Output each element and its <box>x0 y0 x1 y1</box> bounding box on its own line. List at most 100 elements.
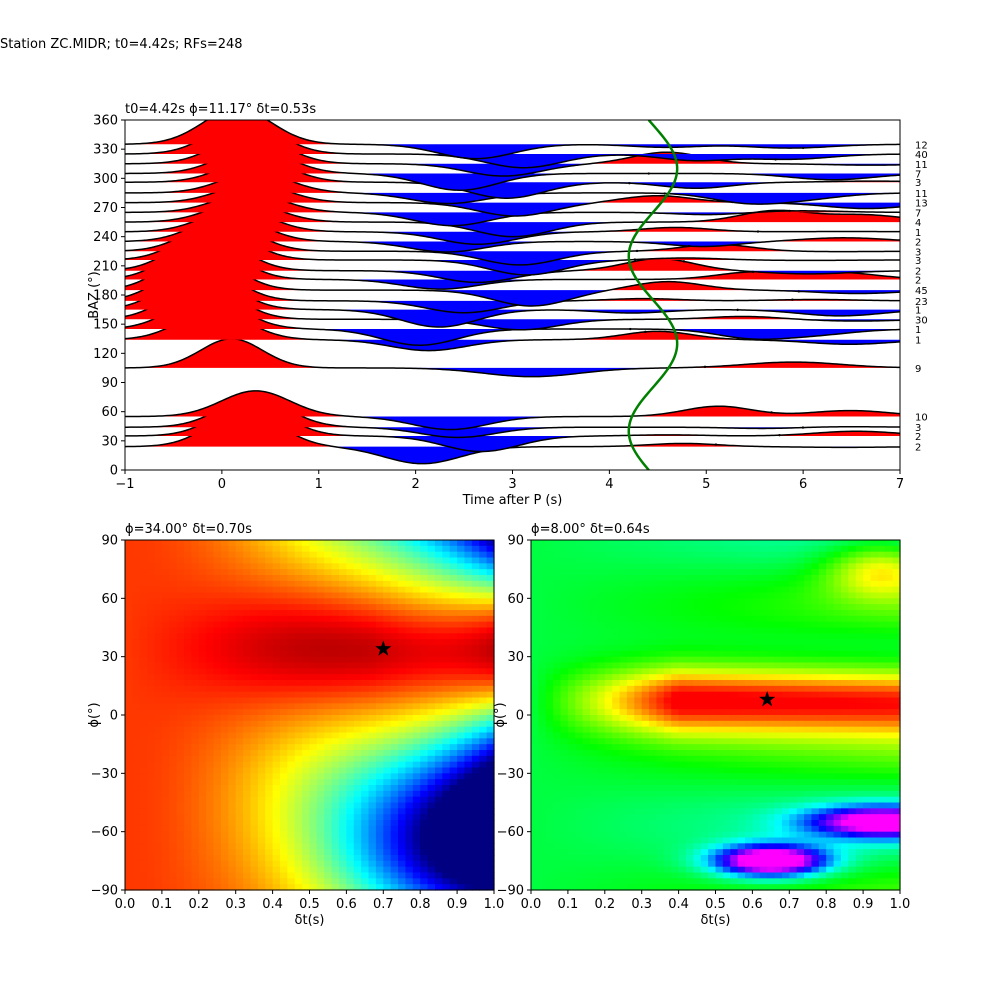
grid-left-cell <box>228 563 236 569</box>
grid-left-cell <box>221 546 229 552</box>
grid-left-cell <box>479 593 487 599</box>
grid-left-cell <box>125 581 133 587</box>
grid-right-cell <box>553 616 561 622</box>
grid-left-cell <box>295 744 303 750</box>
grid-left-cell <box>457 773 465 779</box>
grid-left-cell <box>214 668 222 674</box>
grid-left-cell <box>250 598 258 604</box>
grid-left-cell <box>464 703 472 709</box>
grid-left-cell <box>214 610 222 616</box>
grid-right-cell <box>583 581 591 587</box>
grid-right-cell <box>730 633 738 639</box>
grid-left-cell <box>162 668 170 674</box>
grid-right-cell <box>708 645 716 651</box>
grid-left-cell <box>140 820 148 826</box>
grid-left-cell <box>376 785 384 791</box>
grid-left-cell <box>442 785 450 791</box>
grid-left-cell <box>317 779 325 785</box>
grid-left-cell <box>265 756 273 762</box>
grid-left-cell <box>332 715 340 721</box>
grid-left-cell <box>295 639 303 645</box>
grid-right-cell <box>590 546 598 552</box>
grid-right-cell <box>679 855 687 861</box>
grid-left-cell <box>361 628 369 634</box>
grid-right-cell <box>649 873 657 879</box>
grid-right-cell <box>730 581 738 587</box>
grid-left-cell <box>265 733 273 739</box>
grid-left-cell <box>206 604 214 610</box>
grid-left-cell <box>125 797 133 803</box>
grid-left-cell <box>464 873 472 879</box>
grid-left-cell <box>132 657 140 663</box>
grid-right-cell <box>597 814 605 820</box>
grid-left-cell <box>324 692 332 698</box>
grid-left-cell <box>265 727 273 733</box>
grid-right-cell <box>701 680 709 686</box>
grid-right-cell <box>590 855 598 861</box>
grid-right-cell <box>575 733 583 739</box>
grid-right-cell <box>561 663 569 669</box>
grid-left-cell <box>199 610 207 616</box>
grid-left-cell <box>295 581 303 587</box>
grid-right-cell <box>738 546 746 552</box>
grid-left-cell <box>317 808 325 814</box>
grid-left-cell <box>354 779 362 785</box>
grid-left-cell <box>339 598 347 604</box>
grid-right-cell <box>546 773 554 779</box>
grid-left-cell <box>280 762 288 768</box>
grid-right-cell <box>642 838 650 844</box>
grid-left-cell <box>413 750 421 756</box>
grid-right-cell <box>701 692 709 698</box>
grid-left-cell <box>302 855 310 861</box>
grid-left-cell <box>354 855 362 861</box>
grid-right-cell <box>723 651 731 657</box>
grid-right-cell <box>605 733 613 739</box>
grid-left-cell <box>339 575 347 581</box>
grid-right-cell <box>656 855 664 861</box>
grid-right-cell <box>546 686 554 692</box>
grid-right-cell <box>693 616 701 622</box>
grid-right-cell <box>627 575 635 581</box>
grid-right-cell <box>701 843 709 849</box>
grid-right-cell <box>708 791 716 797</box>
grid-left-cell <box>339 878 347 884</box>
grid-right-cell <box>679 598 687 604</box>
grid-right-cell <box>590 867 598 873</box>
grid-left-cell <box>287 773 295 779</box>
grid-right-cell <box>612 750 620 756</box>
grid-left-cell <box>302 569 310 575</box>
grid-right-cell <box>679 727 687 733</box>
grid-left-cell <box>199 616 207 622</box>
grid-right-cell <box>701 814 709 820</box>
grid-left-cell <box>369 633 377 639</box>
grid-left-cell <box>177 878 185 884</box>
grid-right-cell <box>656 692 664 698</box>
grid-right-cell <box>612 814 620 820</box>
grid-left-xtick-label: 0.2 <box>188 897 209 912</box>
grid-left-cell <box>177 546 185 552</box>
grid-left-cell <box>346 785 354 791</box>
grid-right-cell <box>531 616 539 622</box>
grid-left-cell <box>324 540 332 546</box>
grid-right-cell <box>597 610 605 616</box>
grid-right-cell <box>583 849 591 855</box>
grid-left-cell <box>376 803 384 809</box>
grid-left-cell <box>479 791 487 797</box>
grid-left-cell <box>147 540 155 546</box>
grid-left-cell <box>155 639 163 645</box>
grid-right-cell <box>723 873 731 879</box>
grid-right-cell <box>575 832 583 838</box>
grid-right-cell <box>723 628 731 634</box>
grid-left-cell <box>169 703 177 709</box>
grid-left-cell <box>155 849 163 855</box>
grid-left-cell <box>273 826 281 832</box>
grid-right-cell <box>627 569 635 575</box>
grid-left-cell <box>405 622 413 628</box>
grid-left-cell <box>405 540 413 546</box>
rf-pick-marker <box>636 250 638 252</box>
grid-left-cell <box>177 703 185 709</box>
grid-right-cell <box>583 721 591 727</box>
grid-left-cell <box>177 639 185 645</box>
grid-left-cell <box>339 628 347 634</box>
grid-left-cell <box>221 593 229 599</box>
